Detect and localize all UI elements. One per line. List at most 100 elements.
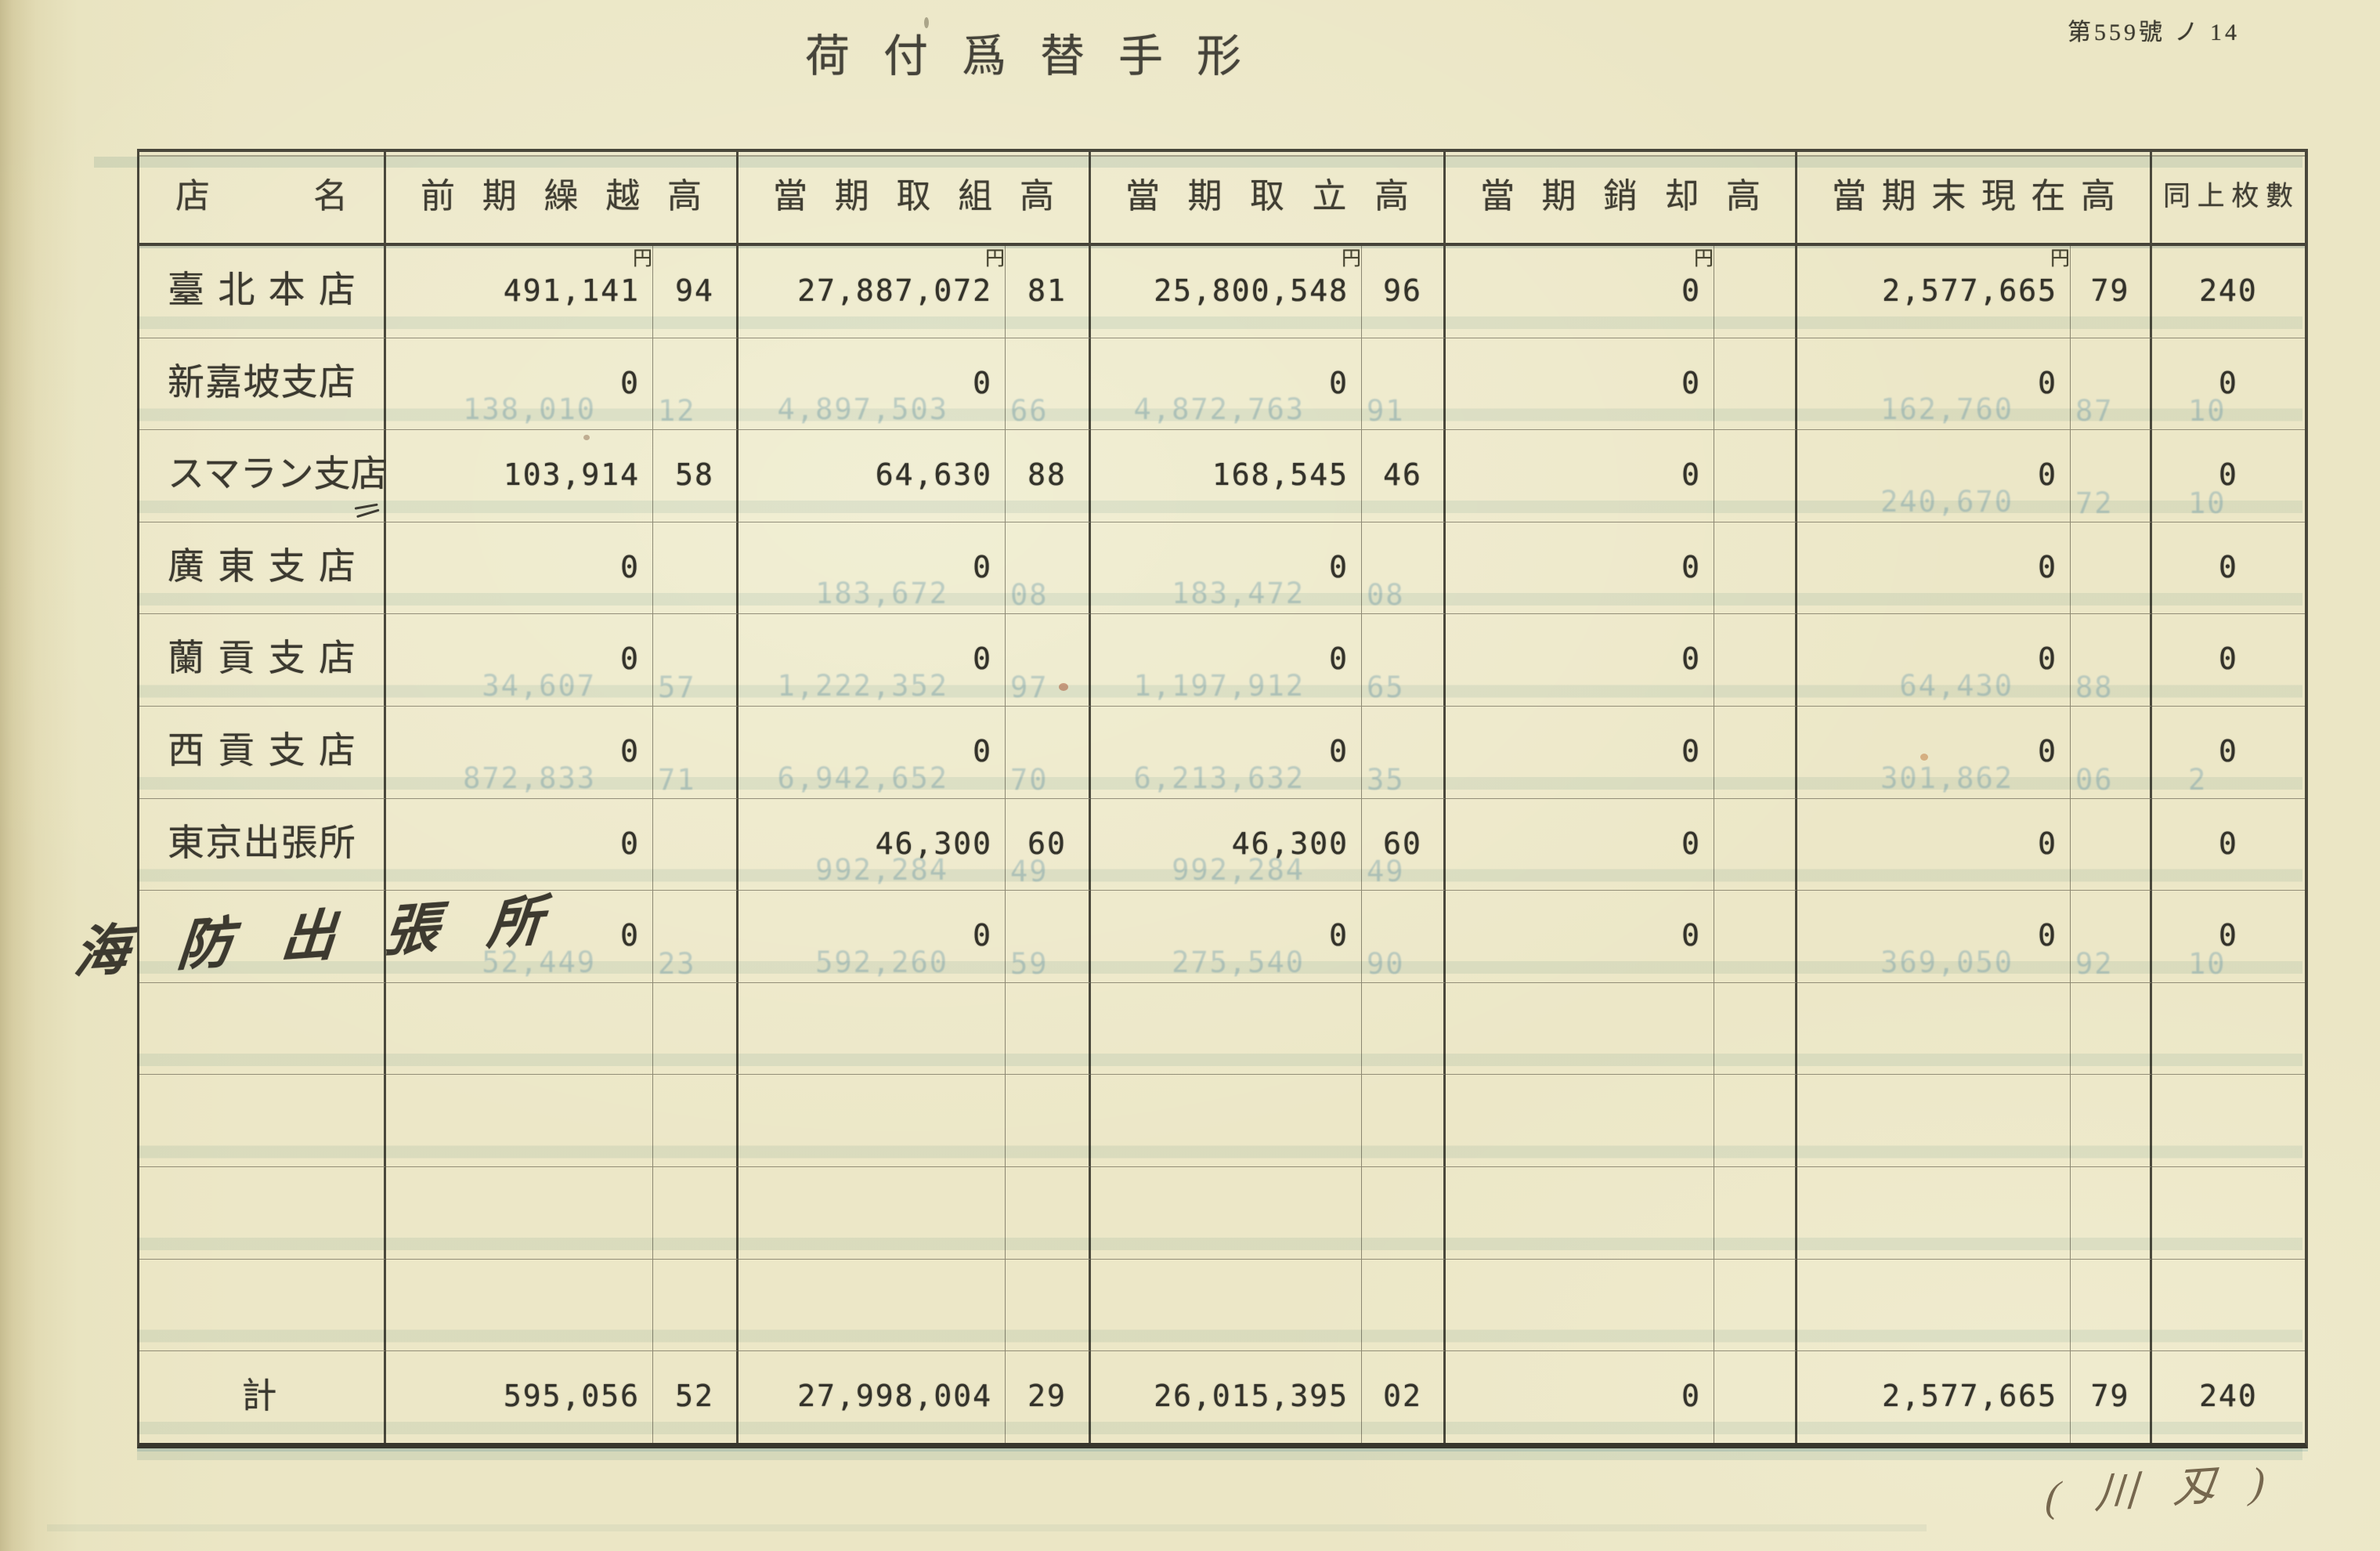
amount-value: 0 xyxy=(620,549,640,584)
sen-cell-collected: 08 xyxy=(1361,522,1446,615)
ghost-sen: 08 xyxy=(1010,578,1049,613)
sen-value: 96 xyxy=(1383,273,1422,308)
amount-cell-drawn: 4,897,503 0 xyxy=(739,338,1005,431)
amount-cell-collected xyxy=(1091,1260,1361,1352)
column-header-branch-name: 店名 xyxy=(139,152,386,246)
amount-value: 0 xyxy=(1681,733,1701,768)
sen-cell-written_off xyxy=(1714,1259,1797,1352)
amount-value: 26,015,395 xyxy=(1154,1379,1349,1414)
sen-cell-drawn: 08 xyxy=(1005,522,1091,615)
amount-value: 2,577,665 xyxy=(1882,1379,2057,1414)
document-number: 第559號 ノ 14 xyxy=(2068,20,2240,45)
ghost-sen: 35 xyxy=(1367,762,1405,797)
sen-cell-collected xyxy=(1361,1075,1446,1167)
amount-cell-balance: 2,577,665 xyxy=(1797,246,2070,338)
sen-cell-prev xyxy=(652,522,739,615)
empty-branch-name-cell xyxy=(139,1166,386,1260)
count-value: 0 xyxy=(2219,549,2238,584)
sen-cell-prev xyxy=(652,798,739,891)
sheet-count-cell: 0 xyxy=(2152,799,2305,891)
sen-value: 79 xyxy=(2090,273,2130,308)
amount-cell-prev xyxy=(386,1075,652,1167)
empty-branch-name-cell xyxy=(139,1075,386,1167)
ghost-sen: 70 xyxy=(1010,762,1049,797)
sen-cell-written_off xyxy=(1714,798,1797,891)
sheet-count-cell: 0 xyxy=(2152,614,2305,707)
amount-cell-prev: 52,449 0 xyxy=(386,891,652,983)
ghost-sen: 23 xyxy=(658,946,696,981)
sen-value: 60 xyxy=(1027,826,1067,861)
sen-cell-collected: 65 xyxy=(1361,614,1446,707)
amount-cell-collected: 25,800,548 xyxy=(1091,246,1361,338)
sen-cell-collected: 90 xyxy=(1361,891,1446,983)
sen-cell-balance xyxy=(2070,798,2152,891)
sen-cell-written_off xyxy=(1714,1075,1797,1167)
amount-value: 0 xyxy=(1681,918,1701,953)
count-value: 0 xyxy=(2219,918,2238,953)
sen-cell-written_off xyxy=(1714,891,1797,983)
sheet-count-cell: 10 0 xyxy=(2152,891,2305,983)
sen-cell-prev xyxy=(652,1166,739,1260)
amount-cell-drawn xyxy=(739,1075,1005,1167)
amount-cell-drawn: 27,887,072 xyxy=(739,246,1005,338)
sen-cell-balance xyxy=(2070,1259,2152,1352)
amount-cell-collected xyxy=(1091,1167,1361,1260)
amount-value: 0 xyxy=(1681,273,1701,308)
amount-value: 0 xyxy=(1681,642,1701,677)
amount-cell-balance: 369,050 0 xyxy=(1797,891,2070,983)
amount-cell-drawn: 64,630 xyxy=(739,430,1005,522)
sen-cell-written_off xyxy=(1714,614,1797,707)
sen-value: 88 xyxy=(1027,457,1067,493)
sen-cell-drawn: 97 xyxy=(1005,614,1091,707)
branch-name-cell: 蘭貢支店 xyxy=(139,614,386,707)
sen-cell-written_off xyxy=(1714,1166,1797,1260)
sen-value: 81 xyxy=(1027,273,1067,308)
column-header-period-end-balance: 當期末現在高 xyxy=(1797,152,2152,246)
amount-cell-drawn: 1,222,352 0 xyxy=(739,614,1005,707)
sen-cell-prev: 12 xyxy=(652,338,739,431)
sheet-count-cell xyxy=(2152,983,2305,1076)
amount-cell-balance: 0 xyxy=(1797,799,2070,891)
branch-name-cell: スマラン支店 xyxy=(139,430,388,522)
amount-cell-prev xyxy=(386,1167,652,1260)
amount-cell-written_off: 0 xyxy=(1446,799,1714,891)
column-header-collected: 當期取立高 xyxy=(1091,152,1446,246)
amount-cell-drawn: 992,284 46,300 xyxy=(739,799,1005,891)
sen-cell-prev: 58 xyxy=(652,430,739,522)
sen-cell-written_off xyxy=(1714,246,1797,338)
sen-value: 94 xyxy=(675,273,714,308)
amount-value: 0 xyxy=(1681,826,1701,861)
ghost-sen: 92 xyxy=(2075,946,2114,981)
amount-cell-prev: 103,914 xyxy=(386,430,652,522)
sheet-count-cell: 240 xyxy=(2152,246,2305,338)
bleed-streak xyxy=(137,1448,2302,1460)
branch-name-cell: 新嘉坡支店 xyxy=(139,338,386,431)
amount-cell-collected: 275,540 0 xyxy=(1091,891,1361,983)
amount-cell-balance xyxy=(1797,1260,2070,1352)
sen-cell-written_off xyxy=(1714,522,1797,615)
sen-cell-prev: 52 xyxy=(652,1351,739,1444)
sen-cell-collected: 35 xyxy=(1361,706,1446,799)
amount-cell-balance: 301,862 0 xyxy=(1797,707,2070,799)
amount-cell-balance: 64,430 0 xyxy=(1797,614,2070,707)
amount-value: 64,630 xyxy=(875,457,992,493)
bills-of-exchange-table: 店名 前期繰越高 當期取組高 當期取立高 當期銷却高 當期末現在高 同上枚數 臺… xyxy=(71,149,2308,1448)
branch-name-cell: 海防出張所 xyxy=(71,891,546,985)
amount-value: 0 xyxy=(973,733,992,768)
column-header-drawn: 當期取組高 xyxy=(739,152,1091,246)
sen-cell-balance xyxy=(2070,1075,2152,1167)
column-header-prev-carryover: 前期繰越高 xyxy=(386,152,739,246)
amount-value: 0 xyxy=(973,918,992,953)
sen-cell-balance: 79 xyxy=(2070,246,2152,338)
amount-cell-written_off: 0 xyxy=(1446,1351,1714,1443)
column-header-written-off: 當期銷却高 xyxy=(1446,152,1797,246)
amount-cell-written_off: 0 xyxy=(1446,246,1714,338)
sen-cell-drawn: 81 xyxy=(1005,246,1091,338)
sen-cell-written_off xyxy=(1714,982,1797,1076)
amount-cell-drawn: 592,260 0 xyxy=(739,891,1005,983)
sen-cell-balance xyxy=(2070,1166,2152,1260)
count-value: 0 xyxy=(2219,365,2238,400)
amount-value: 0 xyxy=(1681,365,1701,400)
sen-cell-collected xyxy=(1361,1259,1446,1352)
sen-cell-drawn: 49 60 xyxy=(1005,798,1091,891)
